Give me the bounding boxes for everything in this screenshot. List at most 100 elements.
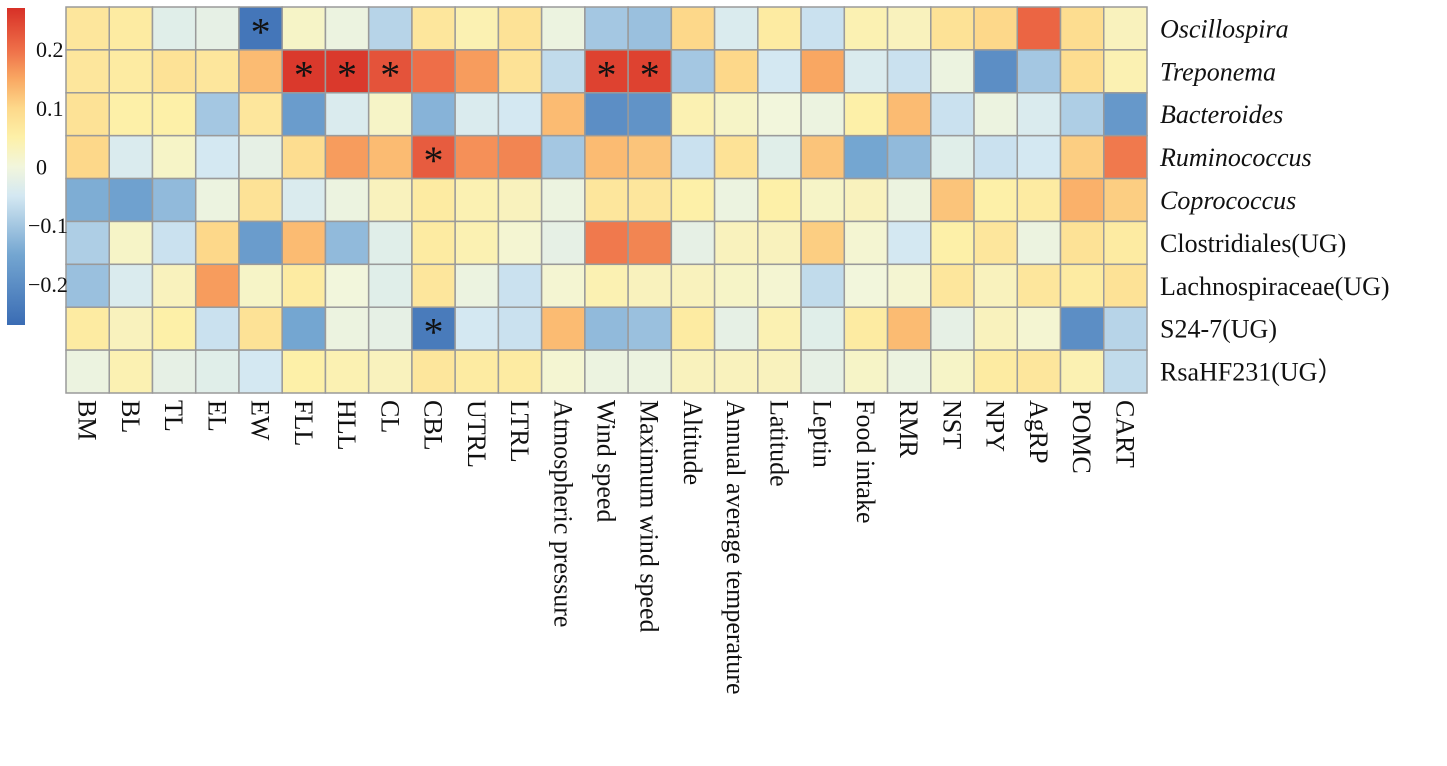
heatmap-cell [497, 263, 543, 308]
significance-star: * [294, 52, 314, 97]
heatmap-cell [757, 49, 802, 94]
heatmap-cell [713, 306, 759, 351]
row-label: RsaHF231(UG） [1160, 358, 1343, 387]
heatmap-cell [324, 6, 370, 51]
heatmap-cell [1059, 134, 1105, 180]
heatmap-cell [713, 177, 759, 223]
heatmap-cell [886, 349, 932, 394]
row-label: Treponema [1160, 57, 1276, 86]
heatmap-cell [281, 263, 327, 308]
heatmap-cell [108, 349, 154, 394]
heatmap-cell [757, 263, 802, 308]
heatmap-cell [540, 220, 586, 266]
heatmap-cell [108, 134, 154, 180]
heatmap-cell [324, 306, 370, 351]
heatmap-cell [367, 92, 413, 137]
heatmap-cell [1103, 177, 1148, 223]
heatmap-cell [1103, 263, 1148, 308]
heatmap-cell [281, 49, 327, 94]
column-label: EW [246, 400, 275, 441]
heatmap-cell [713, 6, 759, 51]
heatmap-cell [65, 134, 110, 180]
heatmap-cell [713, 263, 759, 308]
column-label: UTRL [462, 400, 491, 468]
heatmap-cell [973, 177, 1019, 223]
heatmap-cell [65, 220, 110, 266]
heatmap-cell [281, 306, 327, 351]
heatmap-cell [238, 263, 283, 308]
column-label: Food intake [851, 400, 880, 524]
heatmap-cell [324, 220, 370, 266]
heatmap-cell [411, 263, 456, 308]
heatmap-cell [584, 263, 629, 308]
heatmap-cell [497, 6, 543, 51]
heatmap-cell [800, 92, 846, 137]
significance-star: * [424, 138, 444, 183]
heatmap-cell [411, 177, 456, 223]
heatmap-cell [627, 177, 673, 223]
heatmap-cell [238, 92, 283, 137]
heatmap-cell [108, 263, 154, 308]
heatmap-cell [65, 263, 110, 308]
heatmap-cell [973, 306, 1019, 351]
heatmap-cell [540, 349, 586, 394]
heatmap-cell [627, 263, 673, 308]
heatmap-cell [411, 92, 456, 137]
heatmap-cell [800, 49, 846, 94]
significance-star: * [380, 52, 400, 97]
heatmap-cell [238, 306, 283, 351]
heatmap-cell [1103, 220, 1148, 266]
heatmap-cell [843, 306, 889, 351]
column-label: LTRL [505, 400, 534, 463]
row-label: S24-7(UG) [1160, 315, 1277, 344]
column-label: EL [202, 400, 231, 432]
heatmap-cell [108, 177, 154, 223]
heatmap-cell [497, 220, 543, 266]
heatmap-cell [584, 306, 629, 351]
heatmap-cell [627, 92, 673, 137]
heatmap-cell [367, 349, 413, 394]
heatmap-cell [1016, 177, 1062, 223]
heatmap-cell [151, 134, 197, 180]
row-label: Oscillospira [1160, 14, 1289, 43]
heatmap-cell [454, 134, 500, 180]
heatmap-cell [65, 306, 110, 351]
heatmap-cell [973, 134, 1019, 180]
column-label: Atmospheric pressure [548, 400, 577, 627]
heatmap-cell [540, 134, 586, 180]
heatmap-cell [757, 306, 802, 351]
heatmap-cell [194, 220, 240, 266]
significance-star: * [640, 52, 660, 97]
heatmap-cell [151, 6, 197, 51]
heatmap-cell [757, 6, 802, 51]
heatmap-cell [108, 49, 154, 94]
row-label: Lachnospiraceae(UG) [1160, 272, 1390, 301]
heatmap-cell [843, 263, 889, 308]
heatmap-cell [281, 220, 327, 266]
heatmap-cell [108, 306, 154, 351]
heatmap-cell [281, 92, 327, 137]
heatmap-cell [540, 6, 586, 51]
heatmap-cell [1059, 306, 1105, 351]
heatmap-cell [843, 349, 889, 394]
heatmap-cell [1059, 6, 1105, 51]
heatmap-cell [800, 134, 846, 180]
heatmap-cell [324, 349, 370, 394]
heatmap-cell [324, 263, 370, 308]
heatmap-cell [411, 6, 456, 51]
heatmap-cell [194, 49, 240, 94]
heatmap-cell [411, 220, 456, 266]
heatmap-cell [627, 220, 673, 266]
heatmap-cell [886, 134, 932, 180]
heatmap-cell [800, 177, 846, 223]
heatmap-cell [238, 349, 283, 394]
heatmap-cell [151, 349, 197, 394]
heatmap-cell [497, 349, 543, 394]
significance-star: * [597, 52, 617, 97]
column-label: BL [116, 400, 145, 433]
heatmap-cell [1016, 92, 1062, 137]
heatmap-cells [65, 6, 1148, 394]
significance-star: * [424, 310, 444, 355]
column-label: Leptin [808, 400, 837, 468]
heatmap-cell [454, 349, 500, 394]
